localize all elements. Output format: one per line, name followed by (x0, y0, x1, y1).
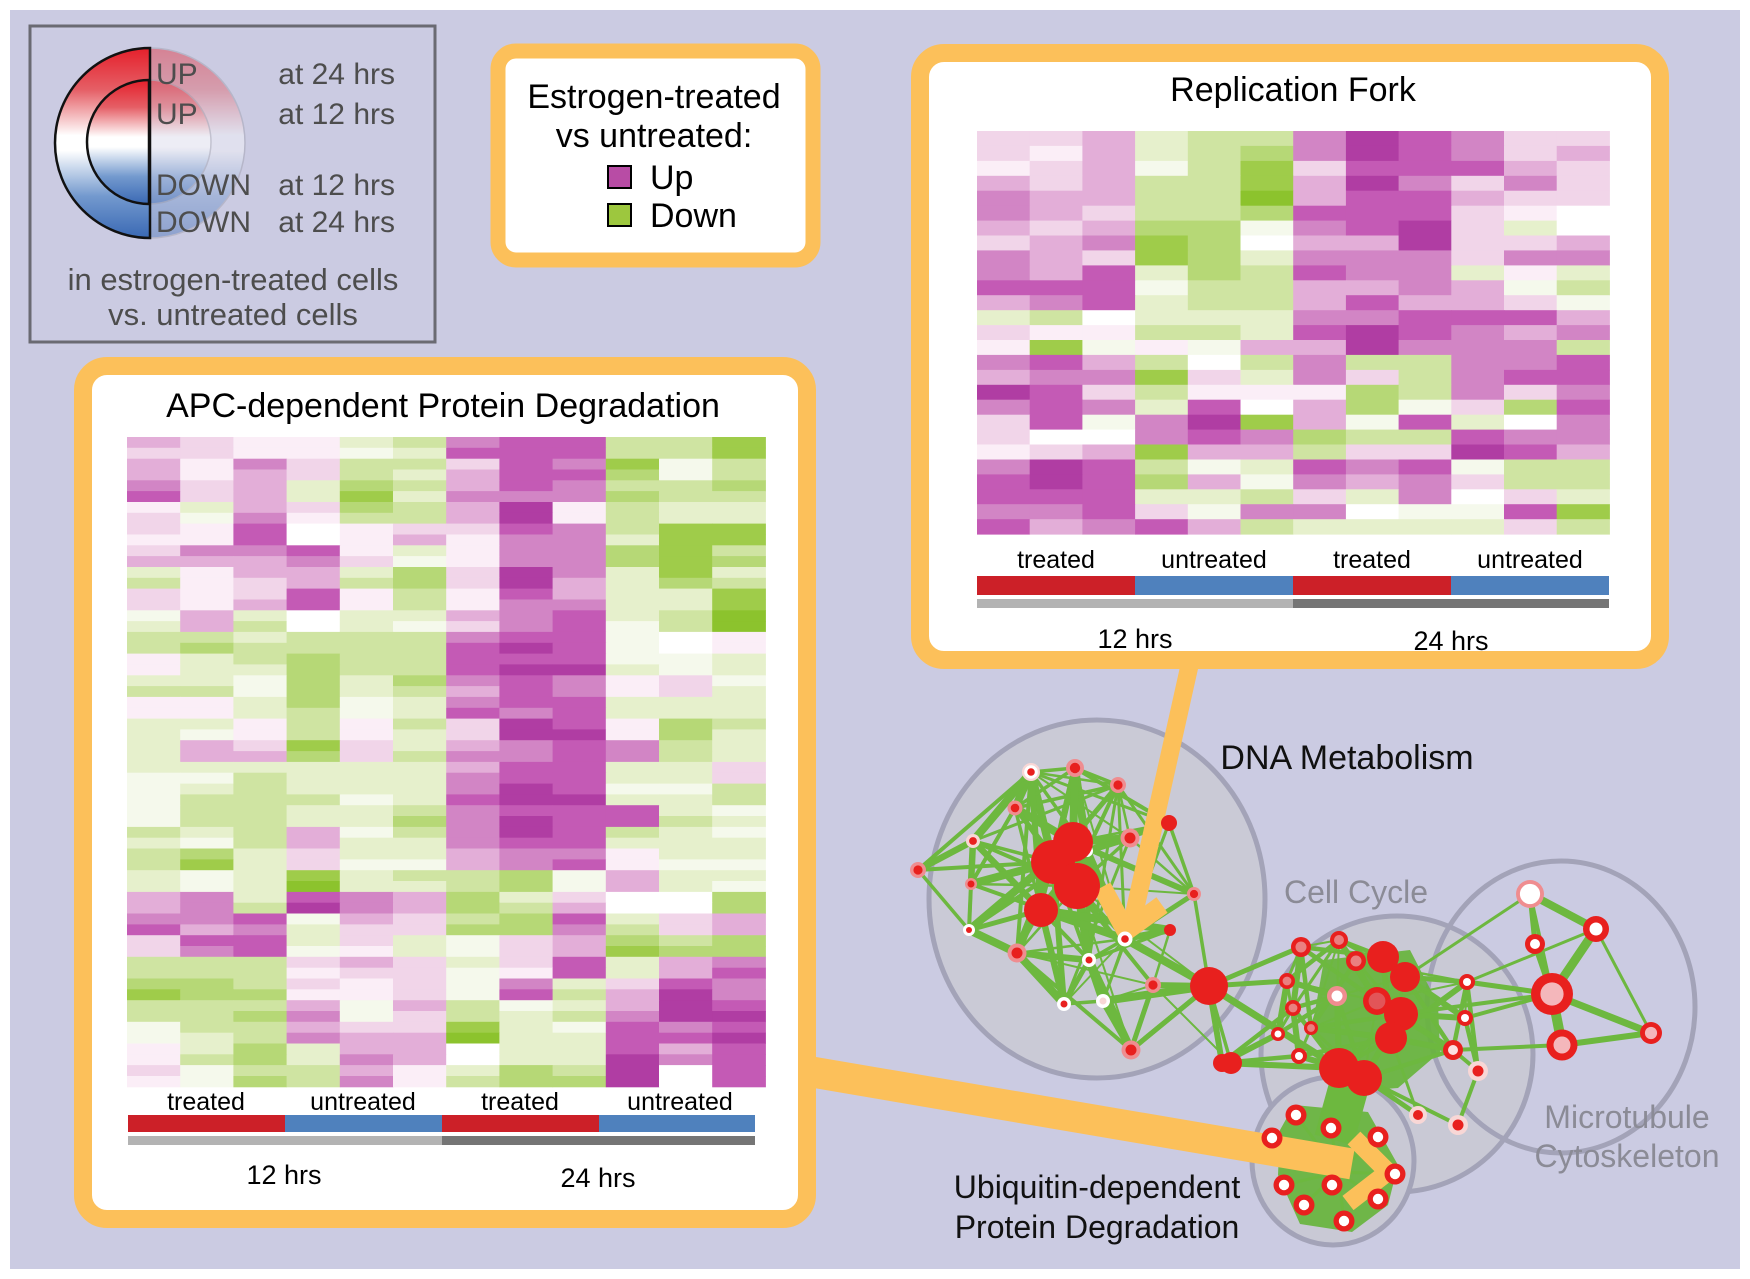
svg-text:at 24 hrs: at 24 hrs (278, 206, 395, 239)
svg-text:12 hrs: 12 hrs (246, 1160, 321, 1190)
svg-text:at 12 hrs: at 12 hrs (278, 98, 395, 131)
svg-text:at 12 hrs: at 12 hrs (278, 169, 395, 202)
svg-text:treated: treated (167, 1088, 245, 1116)
svg-text:untreated: untreated (627, 1088, 733, 1116)
svg-text:treated: treated (1333, 546, 1411, 574)
svg-text:untreated: untreated (1161, 546, 1267, 574)
svg-text:Protein Degradation: Protein Degradation (955, 1209, 1240, 1245)
svg-text:Down: Down (650, 197, 737, 235)
svg-text:vs untreated:: vs untreated: (556, 117, 753, 155)
svg-text:at 24 hrs: at 24 hrs (278, 58, 395, 91)
svg-text:treated: treated (1017, 546, 1095, 574)
svg-text:Ubiquitin-dependent: Ubiquitin-dependent (954, 1169, 1241, 1205)
svg-text:Cell Cycle: Cell Cycle (1284, 874, 1428, 910)
svg-text:DOWN: DOWN (156, 169, 251, 202)
svg-text:DOWN: DOWN (156, 206, 251, 239)
svg-text:Estrogen-treated: Estrogen-treated (527, 78, 780, 116)
svg-text:APC-dependent Protein Degradat: APC-dependent Protein Degradation (166, 387, 720, 425)
svg-text:untreated: untreated (1477, 546, 1583, 574)
svg-text:UP: UP (156, 58, 198, 91)
svg-text:untreated: untreated (310, 1088, 416, 1116)
svg-text:Up: Up (650, 159, 693, 197)
svg-text:24 hrs: 24 hrs (1413, 626, 1488, 656)
svg-text:Cytoskeleton: Cytoskeleton (1535, 1138, 1720, 1174)
svg-text:12 hrs: 12 hrs (1097, 624, 1172, 654)
svg-text:in estrogen-treated cells: in estrogen-treated cells (68, 262, 399, 297)
svg-text:24 hrs: 24 hrs (560, 1163, 635, 1193)
svg-text:vs. untreated cells: vs. untreated cells (108, 297, 358, 332)
svg-text:UP: UP (156, 98, 198, 131)
svg-text:DNA Metabolism: DNA Metabolism (1220, 739, 1473, 777)
svg-text:Microtubule: Microtubule (1544, 1099, 1709, 1135)
svg-text:treated: treated (481, 1088, 559, 1116)
svg-text:Replication Fork: Replication Fork (1170, 71, 1417, 109)
